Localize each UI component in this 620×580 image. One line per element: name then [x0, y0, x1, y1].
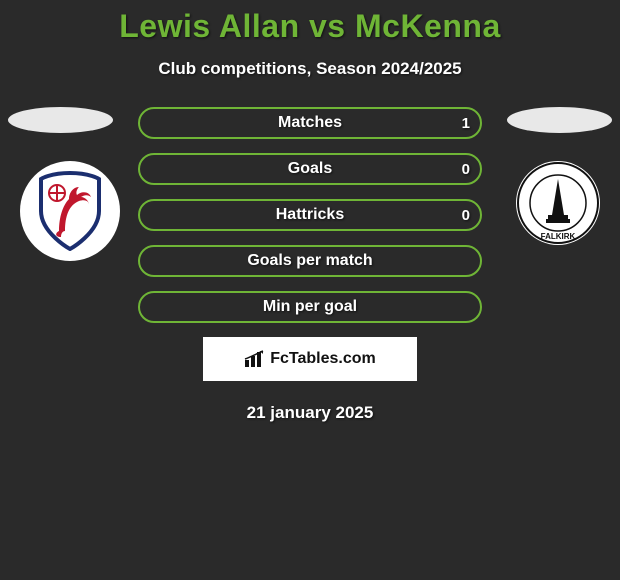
bars-icon — [244, 350, 266, 368]
stat-right-value: 1 — [462, 115, 470, 132]
stat-row-hattricks: Hattricks 0 — [138, 199, 482, 231]
page-title: Lewis Allan vs McKenna — [0, 8, 620, 45]
stat-label: Hattricks — [276, 206, 344, 224]
stat-label: Goals per match — [247, 252, 372, 270]
falkirk-crest-icon: FALKIRK — [516, 161, 600, 245]
fctables-link[interactable]: FcTables.com — [203, 337, 417, 381]
stat-label: Matches — [278, 114, 342, 132]
date-text: 21 january 2025 — [0, 403, 620, 423]
stat-rows: Matches 1 Goals 0 Hattricks 0 Goals per … — [138, 107, 482, 323]
stat-label: Goals — [288, 160, 332, 178]
subtitle: Club competitions, Season 2024/2025 — [0, 59, 620, 79]
comparison-area: FALKIRK Matches 1 Goals 0 Hattricks 0 Go… — [0, 107, 620, 423]
stat-row-goals: Goals 0 — [138, 153, 482, 185]
player-left-photo-placeholder — [8, 107, 113, 133]
svg-text:FALKIRK: FALKIRK — [541, 232, 576, 241]
stat-right-value: 0 — [462, 207, 470, 224]
stat-label: Min per goal — [263, 298, 357, 316]
club-badge-right: FALKIRK — [516, 161, 600, 245]
player-right-photo-placeholder — [507, 107, 612, 133]
stat-row-min-per-goal: Min per goal — [138, 291, 482, 323]
club-badge-left — [20, 161, 120, 261]
stat-row-goals-per-match: Goals per match — [138, 245, 482, 277]
brand-text: FcTables.com — [270, 350, 376, 368]
stat-right-value: 0 — [462, 161, 470, 178]
stat-row-matches: Matches 1 — [138, 107, 482, 139]
raith-crest-icon — [35, 171, 105, 251]
